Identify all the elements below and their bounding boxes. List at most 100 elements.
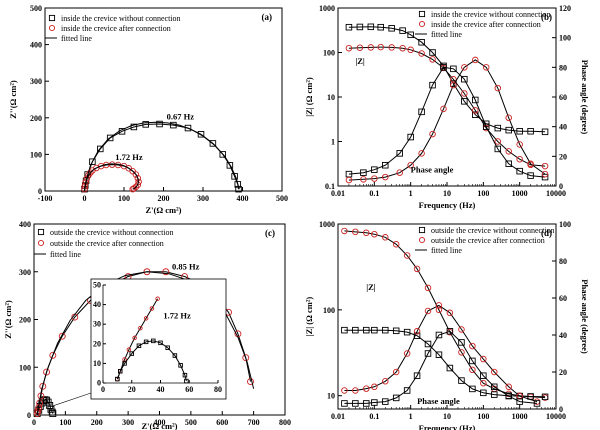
data-point-c-1-8 [58, 332, 66, 340]
data-point-b-0-7 [418, 38, 425, 46]
data-point-b-1-8 [429, 56, 436, 63]
y-axis-label-b: |Z| (Ω cm²) [304, 77, 314, 117]
series-a-3 [84, 163, 139, 192]
annotation-inset-0: 1.72 Hz [163, 310, 191, 320]
data-point-d-3-11 [458, 339, 465, 346]
data-point-d-2-14 [491, 368, 498, 376]
data-point-d-1-5 [392, 327, 400, 335]
y-tick-label-a-2: 200 [30, 114, 42, 123]
data-point-a-0-10 [156, 120, 163, 128]
legend-marker-b-0 [418, 10, 426, 18]
y-right-tick-label-d-2: 40 [559, 331, 567, 340]
data-point-d-3-13 [480, 372, 487, 379]
series-d-2 [341, 302, 541, 405]
series-line-a-0 [84, 123, 239, 190]
data-point-inset-1-5 [143, 339, 149, 345]
inset-x-tick-label-0: 0 [101, 385, 105, 394]
data-point-d-1-18 [541, 393, 549, 401]
data-point-b-2-8 [440, 64, 447, 71]
data-point-d-1-10 [446, 364, 454, 372]
x-tick-label-c-7: 700 [248, 418, 260, 427]
series-b-2 [345, 64, 549, 181]
data-point-b-1-3 [377, 43, 384, 51]
data-point-b-3-7 [429, 130, 436, 138]
legend-label-c-0: outside the crevice without connection [50, 228, 174, 237]
x-axis-label-d: Frequency (Hz) [419, 423, 476, 430]
data-point-d-0-0 [341, 227, 348, 235]
panel-label-a: (a) [262, 12, 273, 22]
data-point-d-3-4 [382, 398, 389, 405]
data-point-b-1-1 [356, 44, 364, 51]
data-point-inset-1-4 [136, 343, 142, 349]
data-point-d-0-9 [435, 306, 443, 314]
data-point-b-1-11 [461, 90, 468, 97]
annotation-c-0: 0.85 Hz [172, 261, 200, 271]
data-point-b-0-14 [494, 124, 502, 132]
data-point-b-0-15 [505, 126, 512, 134]
data-point-d-0-4 [382, 234, 389, 241]
y-right-tick-label-d-1: 20 [559, 368, 567, 377]
data-point-inset-0-4 [132, 335, 137, 341]
fit-line-a-2 [84, 121, 240, 192]
data-point-d-3-10 [446, 328, 454, 335]
legend-label-b-2: fitted line [431, 30, 462, 39]
data-point-b-0-1 [356, 23, 364, 31]
data-point-d-1-14 [491, 391, 498, 398]
data-point-d-2-5 [392, 368, 400, 376]
data-point-inset-1-8 [165, 345, 170, 350]
data-point-a-1-3 [83, 175, 91, 182]
data-point-inset-1-10 [178, 363, 183, 368]
data-point-c-1-7 [49, 351, 57, 359]
data-point-inset-0-7 [149, 306, 155, 311]
legend-label-c-1: outside the crevice after connection [50, 239, 164, 248]
data-point-d-1-7 [413, 332, 421, 339]
y-tick-label-c-3: 300 [19, 268, 31, 277]
panel-label-d: (d) [541, 228, 552, 238]
data-point-inset-0-5 [138, 325, 143, 331]
x-tick-label-a-4: 300 [197, 194, 209, 203]
y-right-tick-label-b-3: 60 [559, 93, 567, 102]
inset-y-tick-label-5: 50 [93, 281, 101, 290]
data-point-b-1-15 [505, 148, 512, 155]
x-tick-label-b-5: 1000 [512, 189, 528, 198]
data-point-b-0-0 [345, 23, 353, 31]
inset-x-tick-label-4: 80 [214, 385, 222, 394]
y-tick-label-a-5: 500 [30, 4, 42, 13]
data-point-c-1-6 [43, 368, 50, 376]
y-right-tick-label-b-5: 100 [559, 34, 571, 43]
data-point-d-2-4 [382, 378, 389, 385]
data-point-d-3-15 [505, 392, 512, 400]
data-point-a-1-0 [81, 185, 88, 193]
data-point-b-0-3 [377, 23, 384, 31]
x-tick-label-b-2: 1 [409, 189, 413, 198]
inset-background [90, 278, 227, 400]
data-point-d-2-12 [469, 342, 476, 350]
y-tick-label-c-4: 400 [19, 220, 31, 229]
series-line-inset-0 [116, 298, 159, 380]
data-point-d-1-1 [352, 326, 359, 334]
x-tick-label-b-4: 100 [477, 189, 489, 198]
data-point-a-0-11 [170, 121, 177, 129]
data-point-b-3-16 [527, 160, 534, 167]
data-point-b-1-7 [418, 50, 425, 57]
data-point-b-1-12 [472, 107, 479, 114]
data-point-b-0-4 [388, 25, 395, 32]
y-axis-label-c: Z''(Ω cm²) [3, 300, 13, 339]
y-right-tick-label-b-4: 80 [559, 63, 567, 72]
data-point-a-1-20 [130, 185, 138, 192]
data-point-d-1-12 [469, 385, 476, 393]
data-point-b-3-2 [371, 175, 378, 182]
series-b-3 [345, 56, 549, 184]
data-point-a-0-13 [197, 131, 205, 138]
series-b-1 [345, 43, 549, 170]
data-point-b-1-16 [516, 155, 523, 163]
x-tick-label-c-2: 200 [91, 418, 103, 427]
data-point-b-3-9 [450, 81, 457, 89]
y-right-axis-label-b: Phase angle (degree) [580, 60, 590, 135]
x-tick-label-a-1: 0 [83, 194, 87, 203]
y-right-tick-label-d-5: 100 [559, 220, 571, 229]
fit-line-c-2 [36, 271, 255, 416]
data-point-b-3-4 [396, 169, 403, 176]
data-point-d-0-11 [458, 349, 465, 356]
fit-line-a-3 [84, 163, 139, 192]
